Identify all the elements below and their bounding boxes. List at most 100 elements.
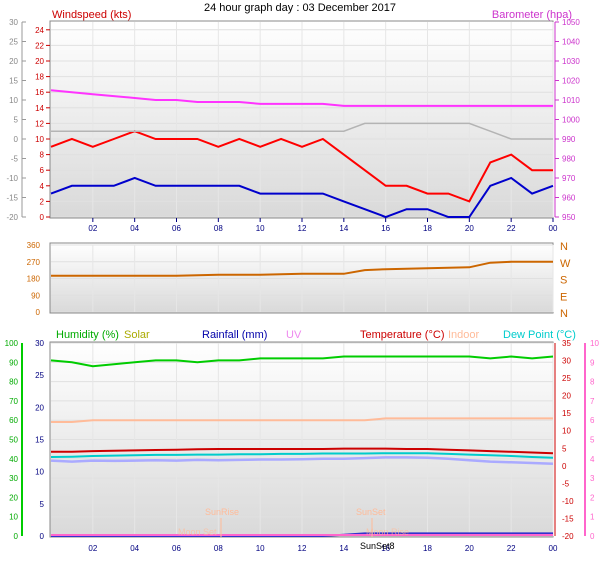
temp-x-tick-label: 18 [423, 544, 432, 553]
temp-x-tick-label: 08 [214, 544, 223, 553]
humidity-label: Humidity (%) [56, 329, 119, 341]
temp-tick-label: 5 [562, 444, 567, 453]
dir-compass-label: N [560, 308, 568, 320]
humidity-tick-label: 50 [9, 436, 18, 445]
wind-x-tick-label: 20 [465, 224, 474, 233]
wind-tick-label: 0 [40, 213, 45, 222]
temp-x-tick-label: 22 [507, 544, 516, 553]
rainfall-label: Rainfall (mm) [202, 329, 267, 341]
wind-tick-label: 2 [40, 197, 45, 206]
uv-tick-label: 10 [590, 339, 599, 348]
temp-x-tick-label: 06 [172, 544, 181, 553]
uv-tick-label: 4 [590, 455, 595, 464]
outer-tick-label: -5 [11, 155, 19, 164]
series-dewpoint2 [50, 456, 554, 465]
uv-tick-label: 6 [590, 416, 595, 425]
outer-tick-label: -15 [6, 194, 18, 203]
baro-tick-label: 1050 [562, 18, 580, 27]
baro-tick-label: 1030 [562, 57, 580, 66]
outer-tick-label: 10 [9, 96, 18, 105]
uv-tick-label: 0 [590, 532, 595, 541]
outer-tick-label: 5 [14, 116, 19, 125]
temp-tick-label: 25 [562, 374, 571, 383]
rain-tick-label: 15 [35, 436, 44, 445]
solar-label: Solar [124, 329, 150, 341]
baro-tick-label: 980 [562, 155, 576, 164]
temp-panel: 1009080706050403020100302520151050353025… [5, 339, 600, 553]
wind-tick-label: 6 [40, 166, 45, 175]
rain-tick-label: 0 [40, 532, 45, 541]
temp-tick-label: -10 [562, 497, 574, 506]
barometer-label: Barometer (hpa) [492, 9, 572, 21]
dir-compass-label: W [560, 258, 571, 270]
wind-tick-label: 12 [35, 119, 44, 128]
uv-tick-label: 5 [590, 436, 595, 445]
uv-tick-label: 8 [590, 378, 595, 387]
wind-x-tick-label: 04 [130, 224, 139, 233]
outer-tick-label: 25 [9, 38, 18, 47]
baro-tick-label: 990 [562, 135, 576, 144]
baro-tick-label: 1010 [562, 96, 580, 105]
series-dewpoint [50, 452, 554, 459]
temp-tick-label: 15 [562, 409, 571, 418]
wind-tick-label: 16 [35, 88, 44, 97]
uv-tick-label: 9 [590, 358, 595, 367]
dir-tick-label: 270 [27, 258, 41, 267]
series-average [50, 176, 554, 219]
wind-x-tick-label: 10 [256, 224, 265, 233]
temp-x-tick-label: 02 [88, 544, 97, 553]
uv-tick-label: 1 [590, 513, 595, 522]
temp-tick-label: -15 [562, 514, 574, 523]
temp-x-tick-label: 20 [465, 544, 474, 553]
humidity-tick-label: 10 [9, 513, 18, 522]
wind-tick-label: 10 [35, 135, 44, 144]
baro-tick-label: 950 [562, 213, 576, 222]
wind-tick-label: 20 [35, 57, 44, 66]
outer-tick-label: 15 [9, 77, 18, 86]
temp-tick-label: 35 [562, 339, 571, 348]
humidity-tick-label: 100 [5, 339, 19, 348]
temp-x-tick-label: 10 [256, 544, 265, 553]
windspeed-label: Windspeed (kts) [52, 9, 131, 21]
baro-tick-label: 1020 [562, 77, 580, 86]
chart-title: 24 hour graph day : 03 December 2017 [204, 2, 396, 14]
humidity-tick-label: 30 [9, 474, 18, 483]
series-humidity [50, 355, 554, 368]
dir-tick-label: 360 [27, 241, 41, 250]
dewpoint-label: Dew Point (°C) [503, 329, 576, 341]
temp-x-tick-label: 04 [130, 544, 139, 553]
sunrise-label: SunRise [205, 507, 239, 517]
series-grey [51, 122, 553, 140]
uv-tick-label: 3 [590, 474, 595, 483]
temp-x-tick-label: 14 [339, 544, 348, 553]
humidity-tick-label: 40 [9, 455, 18, 464]
temp-tick-label: 30 [562, 357, 571, 366]
dir-tick-label: 180 [27, 275, 41, 284]
temp-tick-label: 0 [562, 462, 567, 471]
humidity-tick-label: 90 [9, 358, 18, 367]
uv-label: UV [286, 329, 302, 341]
uv-tick-label: 7 [590, 397, 595, 406]
wind-x-tick-label: 22 [507, 224, 516, 233]
baro-tick-label: 1000 [562, 116, 580, 125]
outer-tick-label: -10 [6, 174, 18, 183]
temp-x-tick-label: 00 [549, 544, 558, 553]
humidity-tick-label: 60 [9, 416, 18, 425]
dir-compass-label: N [560, 241, 568, 253]
humidity-tick-label: 0 [14, 532, 19, 541]
rain-tick-label: 25 [35, 371, 44, 380]
uv-tick-label: 2 [590, 493, 595, 502]
moonset-label: Moon Set [178, 527, 217, 537]
wind-x-tick-label: 18 [423, 224, 432, 233]
baro-tick-label: 1040 [562, 38, 580, 47]
series-barometer [50, 89, 553, 107]
wind-tick-label: 14 [35, 104, 44, 113]
wind-panel: 024681012141618202224302520151050-5-10-1… [6, 18, 580, 233]
temp-tick-label: 10 [562, 427, 571, 436]
indoor-label: Indoor [448, 329, 480, 341]
wind-x-tick-label: 16 [381, 224, 390, 233]
humidity-tick-label: 80 [9, 378, 18, 387]
